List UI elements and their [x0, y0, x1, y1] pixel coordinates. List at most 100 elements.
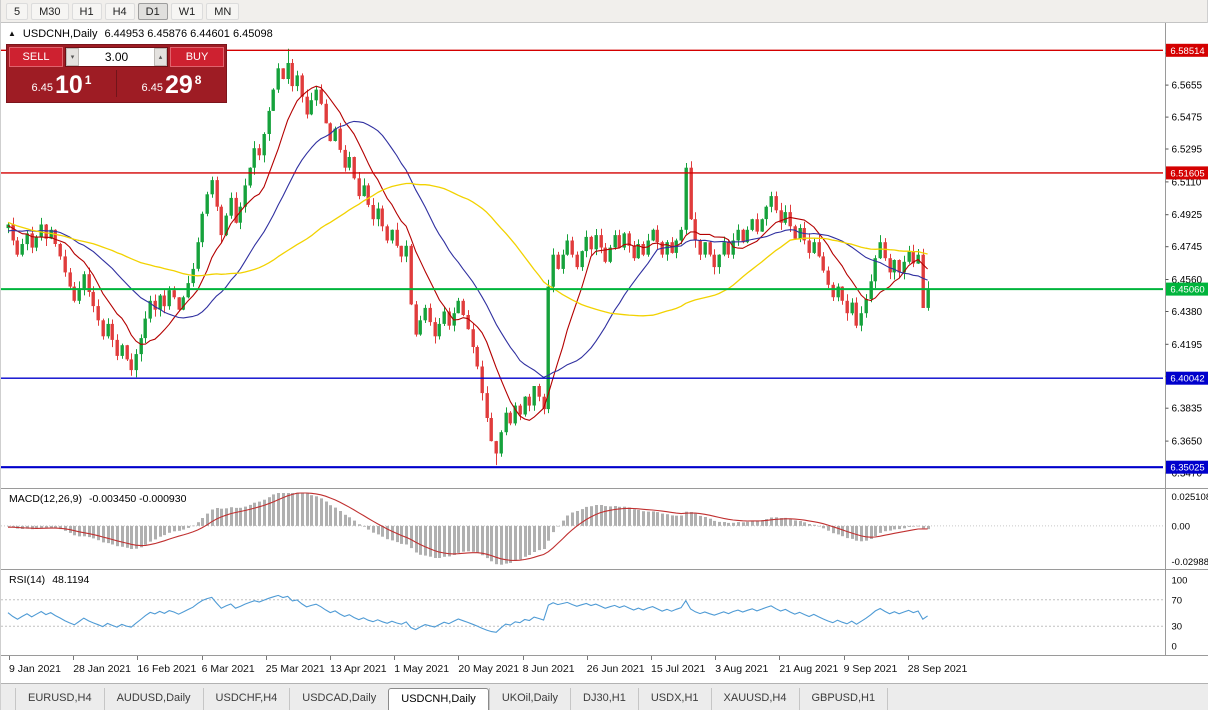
svg-text:6.4745: 6.4745: [1172, 242, 1203, 253]
time-axis-label: 26 Jun 2021: [586, 663, 645, 675]
rsi-canvas[interactable]: 100 70 30 0: [1, 570, 1208, 655]
chart-tab-xauusd-h4[interactable]: XAUUSD,H4: [710, 688, 799, 710]
svg-text:70: 70: [1172, 595, 1183, 606]
svg-text:0.00: 0.00: [1172, 521, 1191, 532]
timeframe-button-m30[interactable]: M30: [31, 2, 69, 20]
time-axis-tick: [201, 656, 203, 660]
svg-text:6.3470: 6.3470: [1172, 469, 1203, 480]
svg-text:6.58514: 6.58514: [1170, 46, 1204, 57]
time-axis-tick: [843, 656, 845, 660]
time-axis-label: 9 Jan 2021: [9, 663, 61, 675]
price-divider: [116, 70, 117, 97]
rsi-indicator-panel[interactable]: 100 70 30 0 RSI(14) 48.1194: [1, 569, 1208, 655]
level-price-badge: 6.35025: [1166, 460, 1208, 474]
chart-marker-icon: ▲: [8, 29, 16, 38]
time-axis-tick: [9, 656, 10, 660]
rsi-label: RSI(14): [9, 574, 46, 586]
time-axis[interactable]: 9 Jan 2021 28 Jan 2021 16 Feb 2021 6 Mar 20…: [1, 655, 1208, 683]
time-axis-label: 1 May 2021: [394, 663, 450, 675]
time-axis-label: 8 Jun 2021: [522, 663, 575, 675]
timeframe-button-h1[interactable]: H1: [71, 2, 102, 20]
level-price-badge: 6.40042: [1166, 371, 1208, 385]
svg-text:6.5295: 6.5295: [1172, 145, 1203, 156]
sell-price-display[interactable]: 6.45 10 1: [31, 71, 92, 99]
volume-decrease-button[interactable]: ▾: [66, 48, 79, 66]
level-price-badge: 6.45060: [1166, 282, 1208, 296]
time-axis-label: 13 Apr 2021: [330, 663, 387, 675]
chart-tab-dj30-h1[interactable]: DJ30,H1: [570, 688, 638, 710]
svg-text:6.4560: 6.4560: [1172, 275, 1203, 286]
chart-tab-eurusd-h4[interactable]: EURUSD,H4: [15, 688, 104, 710]
chart-tab-usdx-h1[interactable]: USDX,H1: [637, 688, 711, 710]
chart-tab-usdcnh-daily[interactable]: USDCNH,Daily: [388, 688, 489, 710]
time-axis-label: 9 Sep 2021: [843, 663, 898, 675]
time-axis-tick: [715, 656, 717, 660]
rsi-caption: RSI(14) 48.1194: [9, 574, 89, 586]
svg-text:6.4380: 6.4380: [1172, 307, 1203, 318]
time-axis-tick: [522, 656, 524, 660]
time-axis-label: 28 Jan 2021: [73, 663, 131, 675]
svg-text:100: 100: [1172, 576, 1188, 587]
macd-signal-line: [8, 492, 928, 561]
one-click-trading-panel: SELL ▾ 3.00 ▴ BUY 6.45 10 1 6.45 29: [7, 45, 226, 102]
chart-ohlc-values: 6.44953 6.45876 6.44601 6.45098: [104, 28, 273, 40]
volume-stepper[interactable]: ▾ 3.00 ▴: [65, 47, 168, 67]
chart-tab-gbpusd-h1[interactable]: GBPUSD,H1: [798, 688, 889, 710]
time-axis-tick: [586, 656, 588, 660]
ma-line-24: [7, 120, 928, 378]
svg-text:0: 0: [1172, 642, 1177, 653]
time-axis-label: 20 May 2021: [458, 663, 520, 675]
svg-text:6.5655: 6.5655: [1172, 81, 1203, 92]
svg-text:-0.029884: -0.029884: [1172, 557, 1208, 568]
svg-text:6.51605: 6.51605: [1170, 168, 1204, 179]
timeframe-button-5[interactable]: 5: [6, 2, 29, 20]
timeframe-button-d1[interactable]: D1: [137, 2, 168, 20]
level-price-badge: 6.51605: [1166, 166, 1208, 180]
time-axis-label: 6 Mar 2021: [201, 663, 255, 675]
timeframe-button-mn[interactable]: MN: [206, 2, 240, 20]
time-axis-tick: [265, 656, 267, 660]
timeframe-button-w1[interactable]: W1: [170, 2, 204, 20]
time-axis-tick: [907, 656, 909, 660]
time-axis-tick: [137, 656, 139, 660]
chart-title: ▲ USDCNH,Daily 6.44953 6.45876 6.44601 6…: [8, 28, 273, 40]
chart-tab-usdchf-h4[interactable]: USDCHF,H4: [202, 688, 290, 710]
volume-value[interactable]: 3.00: [104, 50, 129, 64]
svg-text:6.35025: 6.35025: [1170, 463, 1204, 474]
svg-text:6.45060: 6.45060: [1170, 285, 1204, 296]
buy-button[interactable]: BUY: [170, 47, 224, 67]
time-axis-tick: [779, 656, 781, 660]
timeframe-toolbar: 5 M30 H1 H4 D1 W1 MN: [1, 0, 1207, 23]
time-axis-label: 16 Feb 2021: [137, 663, 197, 675]
macd-indicator-panel[interactable]: 0.025108 0.00 -0.029884 MACD(12,26,9) -0.0…: [1, 488, 1208, 569]
sell-button[interactable]: SELL: [9, 47, 63, 67]
rsi-value: 48.1194: [52, 574, 90, 586]
time-axis-tick: [330, 656, 331, 660]
macd-canvas[interactable]: 0.025108 0.00 -0.029884: [1, 489, 1208, 569]
buy-price-display[interactable]: 6.45 29 8: [141, 71, 202, 99]
ma-line-52: [7, 182, 928, 317]
time-axis-label: 25 Mar 2021: [265, 663, 325, 675]
time-axis-tick: [651, 656, 652, 660]
rsi-line: [7, 594, 928, 633]
ma-line-10: [7, 85, 928, 421]
chart-tab-audusd-daily[interactable]: AUDUSD,Daily: [103, 688, 203, 710]
svg-text:0.025108: 0.025108: [1172, 492, 1208, 503]
svg-text:6.40042: 6.40042: [1170, 374, 1204, 385]
main-chart-panel[interactable]: 6.58356.56556.54756.52956.51106.49256.47…: [1, 23, 1208, 488]
time-axis-label: 3 Aug 2021: [715, 663, 769, 675]
rsi-axis: 100 70 30 0: [1172, 576, 1188, 653]
time-axis-label: 28 Sep 2021: [907, 663, 968, 675]
macd-histogram: [7, 493, 930, 565]
timeframe-button-h4[interactable]: H4: [104, 2, 135, 20]
macd-values: -0.003450 -0.000930: [88, 493, 187, 505]
svg-text:6.4195: 6.4195: [1172, 340, 1203, 351]
macd-axis: 0.025108 0.00 -0.029884: [1172, 492, 1208, 568]
candles-layer: [6, 48, 930, 466]
svg-text:6.3835: 6.3835: [1172, 404, 1203, 415]
svg-text:6.4925: 6.4925: [1172, 210, 1203, 221]
volume-increase-button[interactable]: ▴: [153, 48, 167, 66]
chart-tab-ukoil-daily[interactable]: UKOil,Daily: [488, 688, 570, 710]
chart-tab-usdcad-daily[interactable]: USDCAD,Daily: [289, 688, 388, 710]
